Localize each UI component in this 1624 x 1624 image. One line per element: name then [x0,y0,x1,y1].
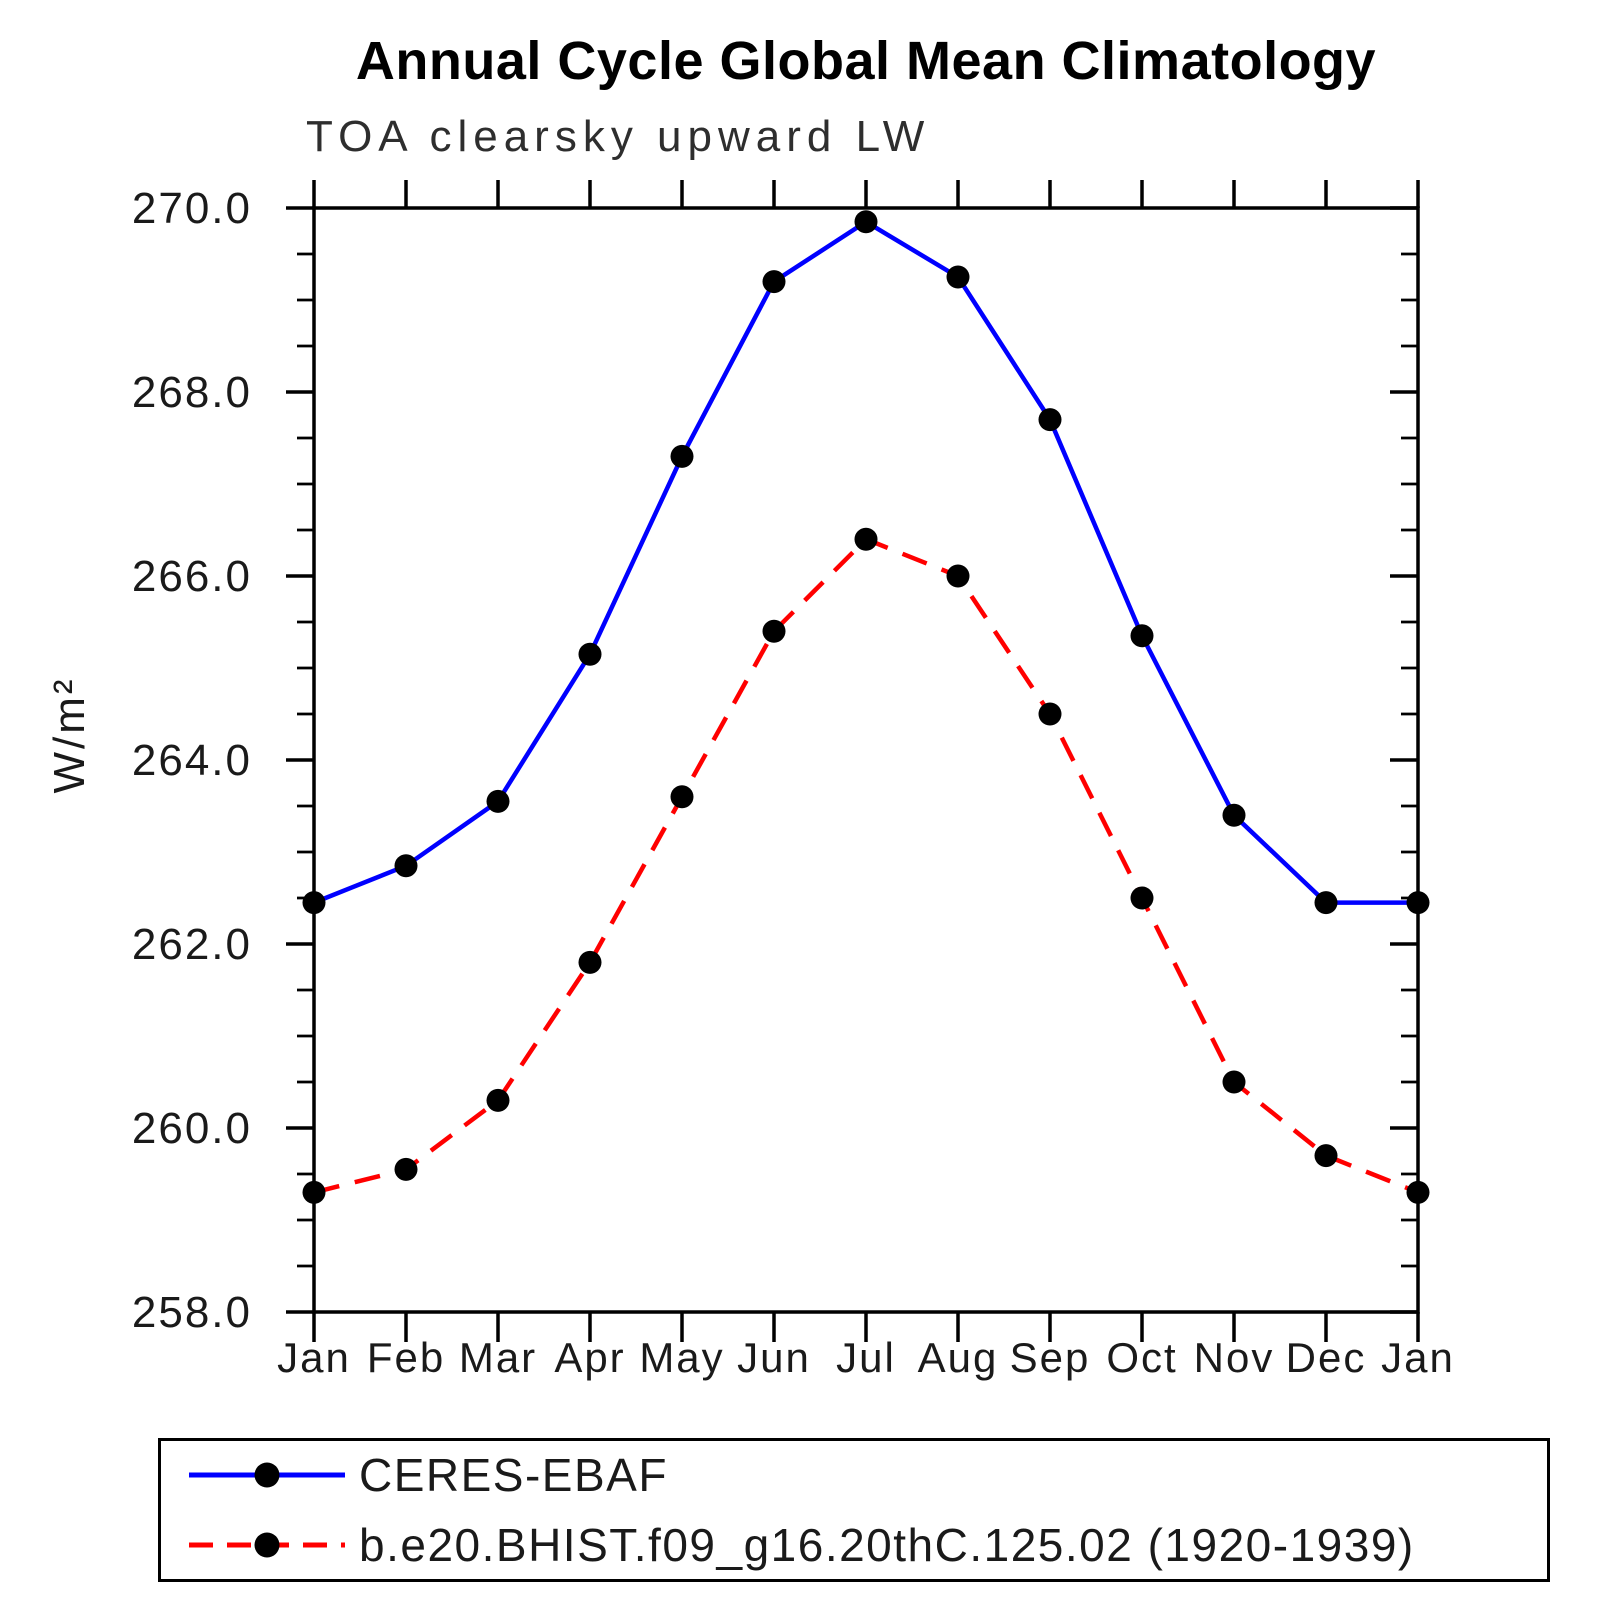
data-point-marker-ceres-ebaf [486,789,510,813]
y-axis-tick-label: 264.0 [132,736,252,785]
x-axis-tick-label: Jul [836,1334,896,1381]
data-point-marker-ceres-ebaf [1038,408,1062,432]
data-point-marker-b-e20-bhist-f09-g16-20thc-125-02-1920-19 [394,1157,418,1181]
data-point-marker-b-e20-bhist-f09-g16-20thc-125-02-1920-19 [486,1088,510,1112]
data-point-marker-ceres-ebaf [1406,891,1430,915]
x-axis-tick-label: Oct [1106,1334,1177,1381]
chart-title: Annual Cycle Global Mean Climatology [355,31,1377,91]
legend-marker-dot [254,1532,280,1558]
y-axis-tick-label: 268.0 [132,368,252,417]
data-point-marker-b-e20-bhist-f09-g16-20thc-125-02-1920-19 [946,564,970,588]
y-axis-tick-label: 266.0 [132,552,252,601]
data-point-marker-b-e20-bhist-f09-g16-20thc-125-02-1920-19 [854,527,878,551]
x-axis-tick-label: Jun [737,1334,811,1381]
data-point-marker-ceres-ebaf [394,854,418,878]
data-point-marker-b-e20-bhist-f09-g16-20thc-125-02-1920-19 [1038,702,1062,726]
data-point-marker-ceres-ebaf [1130,624,1154,648]
data-point-marker-b-e20-bhist-f09-g16-20thc-125-02-1920-19 [670,785,694,809]
data-point-marker-ceres-ebaf [1222,803,1246,827]
data-point-marker-ceres-ebaf [854,210,878,234]
x-axis-tick-label: Feb [367,1334,445,1381]
legend-marker-dot [254,1462,280,1488]
series-line-ceres-ebaf [313,219,1418,905]
data-point-marker-ceres-ebaf [1314,891,1338,915]
y-axis-tick-label: 258.0 [132,1288,252,1337]
legend-sample-solid-line [189,1462,345,1488]
data-point-marker-b-e20-bhist-f09-g16-20thc-125-02-1920-19 [1314,1144,1338,1168]
data-point-marker-ceres-ebaf [670,444,694,468]
data-point-marker-b-e20-bhist-f09-g16-20thc-125-02-1920-19 [1222,1070,1246,1094]
x-axis-tick-label: Sep [1010,1334,1091,1381]
x-axis-tick-label: Jan [277,1334,351,1381]
data-point-marker-b-e20-bhist-f09-g16-20thc-125-02-1920-19 [302,1180,326,1204]
x-axis-tick-label: Dec [1286,1334,1367,1381]
legend-item-ceres-ebaf: CERES-EBAF [175,1449,1547,1501]
data-point-marker-ceres-ebaf [578,642,602,666]
legend-sample-dashed-line [189,1532,345,1558]
legend-item-b-e20-bhist-f09-g16-20thc-125-02-1920-19: b.e20.BHIST.f09_g16.20thC.125.02 (1920-1… [175,1519,1547,1571]
legend-label: b.e20.BHIST.f09_g16.20thC.125.02 (1920-1… [359,1519,1415,1571]
data-point-marker-b-e20-bhist-f09-g16-20thc-125-02-1920-19 [1130,886,1154,910]
data-point-marker-b-e20-bhist-f09-g16-20thc-125-02-1920-19 [578,950,602,974]
plot-frame [312,206,1420,1314]
x-axis-tick-label: Apr [554,1334,625,1381]
y-axis-tick-label: 262.0 [132,920,252,969]
data-point-marker-b-e20-bhist-f09-g16-20thc-125-02-1920-19 [1406,1180,1430,1204]
x-axis-tick-label: Mar [459,1334,537,1381]
data-point-marker-ceres-ebaf [302,891,326,915]
x-axis-tick-label: Aug [918,1334,999,1381]
series-line-b-e20-bhist-f09-g16-20thc-125-02-1920-19 [313,536,1419,1195]
data-point-marker-ceres-ebaf [946,265,970,289]
legend-label: CERES-EBAF [359,1449,668,1501]
chart-subtitle: TOA clearsky upward LW [306,112,931,161]
data-point-marker-b-e20-bhist-f09-g16-20thc-125-02-1920-19 [762,619,786,643]
y-axis-title: W/m² [45,676,94,793]
x-axis-tick-label: Nov [1194,1334,1275,1381]
y-axis-tick-label: 270.0 [132,184,252,233]
x-axis-tick-label: May [639,1334,724,1381]
y-axis-tick-label: 260.0 [132,1104,252,1153]
x-axis-tick-label: Jan [1381,1334,1455,1381]
data-point-marker-ceres-ebaf [762,270,786,294]
legend-box: CERES-EBAF b.e20.BHIST.f09_g16.20thC.125.… [158,1438,1550,1582]
